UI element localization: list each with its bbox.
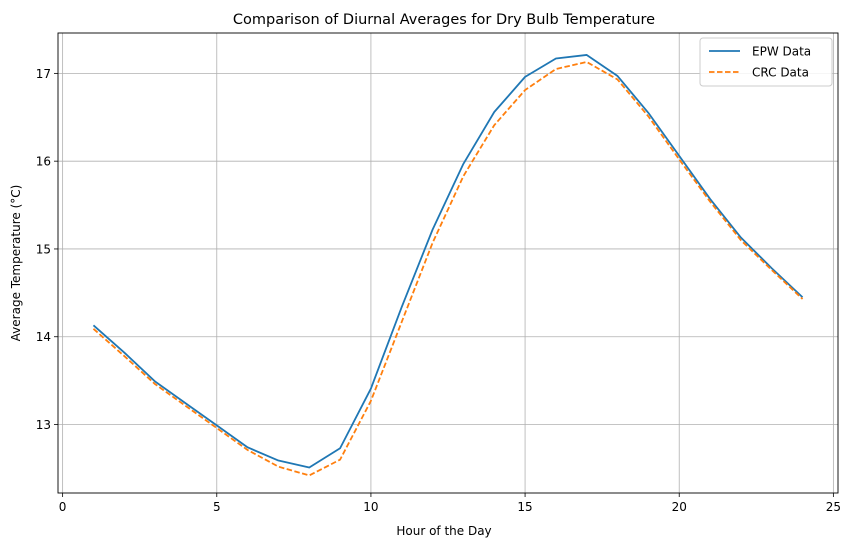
chart-title: Comparison of Diurnal Averages for Dry B… (233, 12, 655, 28)
legend-label-epw: EPW Data (752, 45, 811, 59)
y-tick-label: 13 (36, 418, 51, 432)
x-axis-label: Hour of the Day (396, 524, 491, 538)
legend-label-crc: CRC Data (752, 66, 809, 80)
y-axis-label: Average Temperature (°C) (9, 185, 23, 342)
legend-box (699, 37, 833, 87)
x-tick-label: 0 (59, 500, 67, 514)
x-tick-label: 10 (363, 500, 378, 514)
series-line-crc (92, 61, 804, 477)
x-tick-label: 25 (826, 500, 841, 514)
series-lines (92, 54, 804, 477)
series-line-epw (92, 54, 804, 469)
x-axis: 0 5 10 15 20 25 (59, 493, 841, 514)
y-tick-label: 15 (36, 242, 51, 256)
x-tick-label: 20 (672, 500, 687, 514)
x-tick-label: 15 (517, 500, 532, 514)
y-tick-label: 16 (36, 155, 51, 169)
y-axis: 13 14 15 16 17 (36, 67, 58, 432)
y-tick-label: 14 (36, 330, 51, 344)
plot-frame (57, 32, 839, 494)
y-tick-label: 17 (36, 67, 51, 81)
legend: EPW Data CRC Data (699, 37, 833, 87)
x-tick-label: 5 (213, 500, 221, 514)
